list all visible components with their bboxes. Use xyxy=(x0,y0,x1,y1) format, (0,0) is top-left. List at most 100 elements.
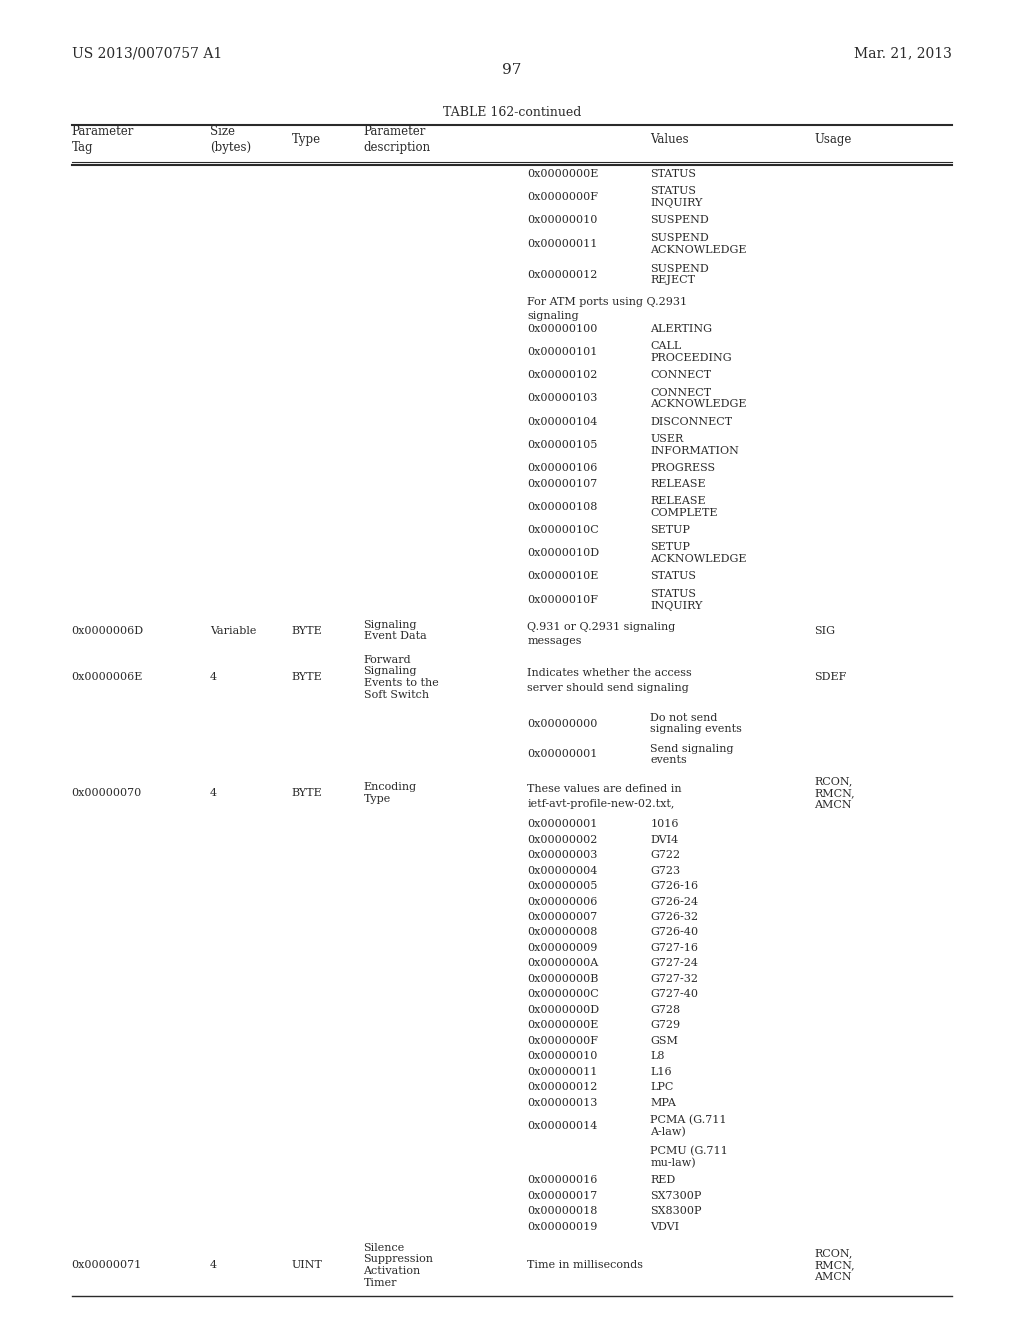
Text: 4: 4 xyxy=(210,1261,217,1270)
Text: 0x00000019: 0x00000019 xyxy=(527,1221,598,1232)
Text: 0x00000070: 0x00000070 xyxy=(72,788,142,799)
Text: ALERTING: ALERTING xyxy=(650,323,713,334)
Text: 0x00000005: 0x00000005 xyxy=(527,880,598,891)
Text: 0x00000007: 0x00000007 xyxy=(527,912,598,923)
Text: Size
(bytes): Size (bytes) xyxy=(210,125,251,154)
Text: 0x00000101: 0x00000101 xyxy=(527,347,598,358)
Text: 0x00000071: 0x00000071 xyxy=(72,1261,142,1270)
Text: G729: G729 xyxy=(650,1020,680,1031)
Text: STATUS
INQUIRY: STATUS INQUIRY xyxy=(650,186,702,209)
Text: UINT: UINT xyxy=(292,1261,323,1270)
Text: Type: Type xyxy=(292,133,321,147)
Text: CALL
PROCEEDING: CALL PROCEEDING xyxy=(650,342,732,363)
Text: RCON,
RMCN,
AMCN: RCON, RMCN, AMCN xyxy=(814,1249,855,1282)
Text: SIG: SIG xyxy=(814,626,836,636)
Text: 0x0000000A: 0x0000000A xyxy=(527,958,599,969)
Text: 0x00000002: 0x00000002 xyxy=(527,834,598,845)
Text: BYTE: BYTE xyxy=(292,788,323,799)
Text: PROGRESS: PROGRESS xyxy=(650,463,716,473)
Text: Silence
Suppression
Activation
Timer: Silence Suppression Activation Timer xyxy=(364,1243,433,1288)
Text: BYTE: BYTE xyxy=(292,626,323,636)
Text: 0x00000000: 0x00000000 xyxy=(527,718,598,729)
Text: SETUP
ACKNOWLEDGE: SETUP ACKNOWLEDGE xyxy=(650,543,746,564)
Text: 0x00000100: 0x00000100 xyxy=(527,323,598,334)
Text: CONNECT: CONNECT xyxy=(650,371,712,380)
Text: G722: G722 xyxy=(650,850,680,861)
Text: 1016: 1016 xyxy=(650,820,679,829)
Text: Send signaling
events: Send signaling events xyxy=(650,743,734,766)
Text: VDVI: VDVI xyxy=(650,1221,679,1232)
Text: 0x00000003: 0x00000003 xyxy=(527,850,598,861)
Text: G727-16: G727-16 xyxy=(650,942,698,953)
Text: Indicates whether the access: Indicates whether the access xyxy=(527,668,692,678)
Text: 0x00000012: 0x00000012 xyxy=(527,269,598,280)
Text: 0x00000010: 0x00000010 xyxy=(527,1051,598,1061)
Text: Usage: Usage xyxy=(814,133,851,147)
Text: 4: 4 xyxy=(210,788,217,799)
Text: 0x00000006: 0x00000006 xyxy=(527,896,598,907)
Text: SETUP: SETUP xyxy=(650,525,690,535)
Text: 0x00000017: 0x00000017 xyxy=(527,1191,598,1201)
Text: SX8300P: SX8300P xyxy=(650,1206,701,1216)
Text: G723: G723 xyxy=(650,866,680,875)
Text: SUSPEND
REJECT: SUSPEND REJECT xyxy=(650,264,709,285)
Text: G727-40: G727-40 xyxy=(650,990,698,999)
Text: 0x0000010D: 0x0000010D xyxy=(527,548,599,558)
Text: 0x00000009: 0x00000009 xyxy=(527,942,598,953)
Text: 0x0000000E: 0x0000000E xyxy=(527,169,599,180)
Text: 0x0000006E: 0x0000006E xyxy=(72,672,143,682)
Text: 0x0000000F: 0x0000000F xyxy=(527,1036,598,1045)
Text: L8: L8 xyxy=(650,1051,665,1061)
Text: 0x0000006D: 0x0000006D xyxy=(72,626,143,636)
Text: STATUS: STATUS xyxy=(650,572,696,582)
Text: 0x00000105: 0x00000105 xyxy=(527,440,598,450)
Text: 0x00000014: 0x00000014 xyxy=(527,1121,598,1131)
Text: SX7300P: SX7300P xyxy=(650,1191,701,1201)
Text: 0x00000104: 0x00000104 xyxy=(527,417,598,426)
Text: G728: G728 xyxy=(650,1005,680,1015)
Text: 0x00000004: 0x00000004 xyxy=(527,866,598,875)
Text: These values are defined in: These values are defined in xyxy=(527,784,682,795)
Text: RED: RED xyxy=(650,1175,676,1185)
Text: G727-24: G727-24 xyxy=(650,958,698,969)
Text: Values: Values xyxy=(650,133,689,147)
Text: Do not send
signaling events: Do not send signaling events xyxy=(650,713,742,734)
Text: 0x0000010F: 0x0000010F xyxy=(527,595,598,605)
Text: 0x00000102: 0x00000102 xyxy=(527,371,598,380)
Text: PCMU (G.711
mu-law): PCMU (G.711 mu-law) xyxy=(650,1146,728,1168)
Text: 97: 97 xyxy=(503,63,521,78)
Text: TABLE 162-continued: TABLE 162-continued xyxy=(442,106,582,119)
Text: Signaling
Event Data: Signaling Event Data xyxy=(364,620,426,642)
Text: 0x00000012: 0x00000012 xyxy=(527,1082,598,1092)
Text: 0x0000000E: 0x0000000E xyxy=(527,1020,599,1031)
Text: 0x00000103: 0x00000103 xyxy=(527,393,598,404)
Text: PCMA (G.711
A-law): PCMA (G.711 A-law) xyxy=(650,1115,727,1137)
Text: MPA: MPA xyxy=(650,1098,676,1107)
Text: signaling: signaling xyxy=(527,312,579,321)
Text: SUSPEND
ACKNOWLEDGE: SUSPEND ACKNOWLEDGE xyxy=(650,232,746,255)
Text: 0x0000000C: 0x0000000C xyxy=(527,990,599,999)
Text: CONNECT
ACKNOWLEDGE: CONNECT ACKNOWLEDGE xyxy=(650,388,746,409)
Text: 0x00000108: 0x00000108 xyxy=(527,502,598,512)
Text: Parameter
Tag: Parameter Tag xyxy=(72,125,134,154)
Text: 0x00000107: 0x00000107 xyxy=(527,479,598,488)
Text: 0x00000016: 0x00000016 xyxy=(527,1175,598,1185)
Text: 0x0000010C: 0x0000010C xyxy=(527,525,599,535)
Text: G726-16: G726-16 xyxy=(650,880,698,891)
Text: Mar. 21, 2013: Mar. 21, 2013 xyxy=(854,46,952,61)
Text: 0x00000106: 0x00000106 xyxy=(527,463,598,473)
Text: 0x0000000B: 0x0000000B xyxy=(527,974,599,983)
Text: Parameter
description: Parameter description xyxy=(364,125,431,154)
Text: DVI4: DVI4 xyxy=(650,834,679,845)
Text: STATUS: STATUS xyxy=(650,169,696,180)
Text: 0x00000011: 0x00000011 xyxy=(527,239,598,248)
Text: ietf-avt-profile-new-02.txt,: ietf-avt-profile-new-02.txt, xyxy=(527,799,675,809)
Text: 0x00000010: 0x00000010 xyxy=(527,215,598,226)
Text: 0x00000001: 0x00000001 xyxy=(527,820,598,829)
Text: Encoding
Type: Encoding Type xyxy=(364,783,417,804)
Text: RCON,
RMCN,
AMCN: RCON, RMCN, AMCN xyxy=(814,776,855,809)
Text: For ATM ports using Q.2931: For ATM ports using Q.2931 xyxy=(527,297,687,306)
Text: STATUS
INQUIRY: STATUS INQUIRY xyxy=(650,589,702,611)
Text: RELEASE
COMPLETE: RELEASE COMPLETE xyxy=(650,496,718,517)
Text: USER
INFORMATION: USER INFORMATION xyxy=(650,434,739,455)
